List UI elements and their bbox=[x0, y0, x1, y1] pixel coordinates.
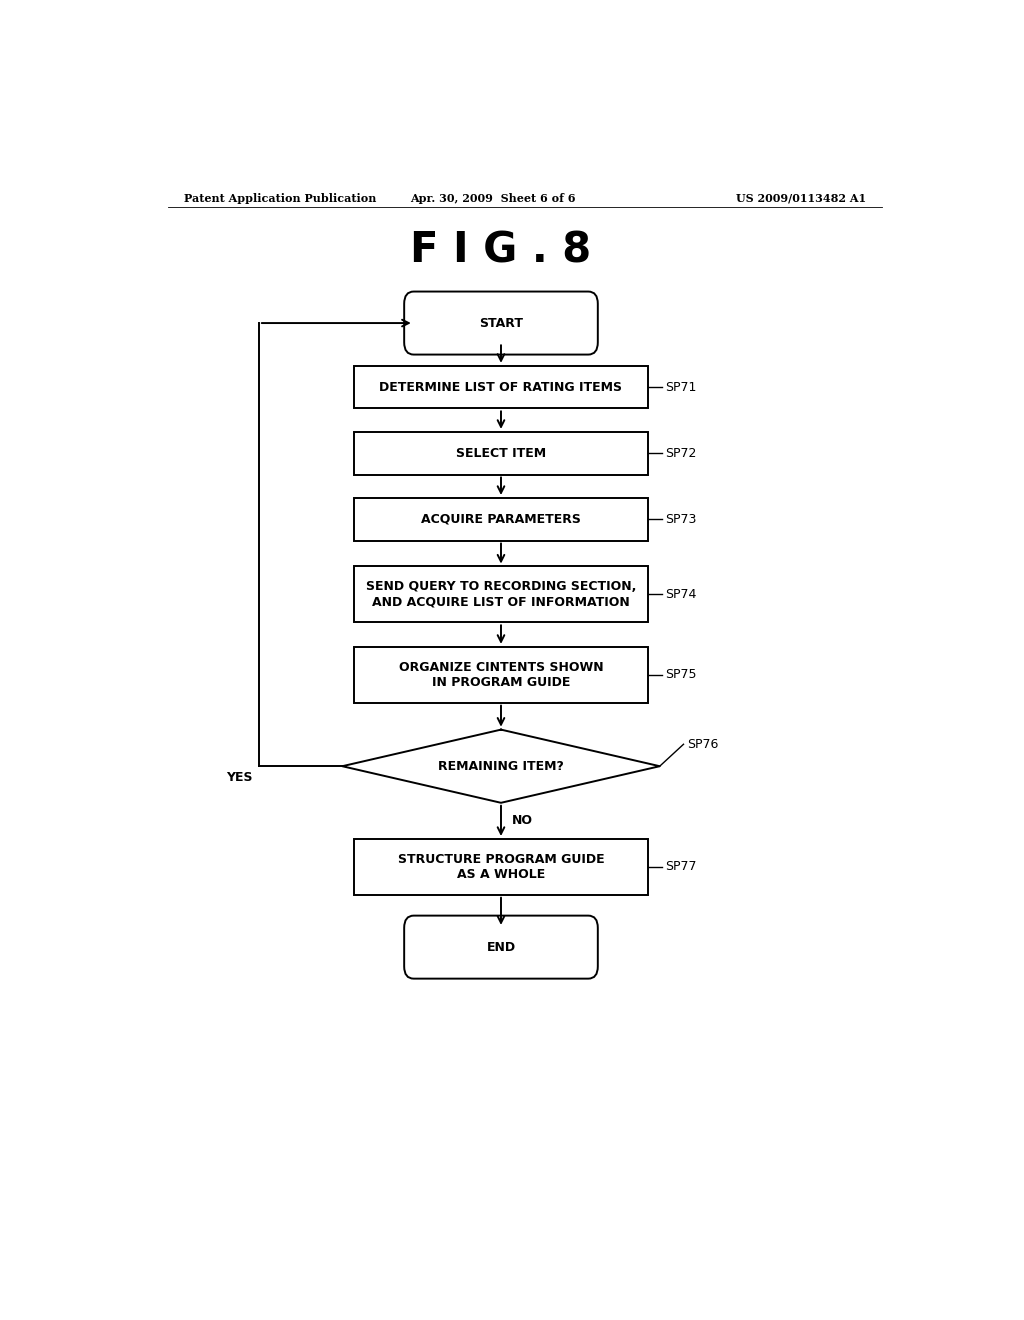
Text: SP72: SP72 bbox=[666, 446, 696, 459]
Text: SP73: SP73 bbox=[666, 512, 696, 525]
Text: NO: NO bbox=[512, 814, 534, 828]
Text: DETERMINE LIST OF RATING ITEMS: DETERMINE LIST OF RATING ITEMS bbox=[380, 380, 623, 393]
Text: SP74: SP74 bbox=[666, 587, 696, 601]
Text: US 2009/0113482 A1: US 2009/0113482 A1 bbox=[736, 193, 866, 205]
Bar bbox=[354, 566, 648, 623]
Bar bbox=[354, 647, 648, 702]
Text: SP76: SP76 bbox=[687, 738, 719, 751]
Bar bbox=[354, 840, 648, 895]
Bar bbox=[354, 366, 648, 408]
Text: SP77: SP77 bbox=[666, 861, 696, 874]
Bar bbox=[354, 498, 648, 541]
Text: START: START bbox=[479, 317, 523, 330]
Text: F I G . 8: F I G . 8 bbox=[411, 230, 592, 272]
Text: ACQUIRE PARAMETERS: ACQUIRE PARAMETERS bbox=[421, 512, 581, 525]
Text: YES: YES bbox=[226, 771, 253, 784]
Text: SP71: SP71 bbox=[666, 380, 696, 393]
FancyBboxPatch shape bbox=[404, 916, 598, 978]
Bar bbox=[354, 432, 648, 474]
Text: STRUCTURE PROGRAM GUIDE
AS A WHOLE: STRUCTURE PROGRAM GUIDE AS A WHOLE bbox=[397, 853, 604, 880]
Text: SELECT ITEM: SELECT ITEM bbox=[456, 446, 546, 459]
Text: SEND QUERY TO RECORDING SECTION,
AND ACQUIRE LIST OF INFORMATION: SEND QUERY TO RECORDING SECTION, AND ACQ… bbox=[366, 581, 636, 609]
FancyBboxPatch shape bbox=[404, 292, 598, 355]
Text: Patent Application Publication: Patent Application Publication bbox=[183, 193, 376, 205]
Text: REMAINING ITEM?: REMAINING ITEM? bbox=[438, 760, 564, 772]
Text: SP75: SP75 bbox=[666, 668, 696, 681]
Text: END: END bbox=[486, 941, 515, 953]
Polygon shape bbox=[342, 730, 659, 803]
Text: ORGANIZE CINTENTS SHOWN
IN PROGRAM GUIDE: ORGANIZE CINTENTS SHOWN IN PROGRAM GUIDE bbox=[398, 661, 603, 689]
Text: Apr. 30, 2009  Sheet 6 of 6: Apr. 30, 2009 Sheet 6 of 6 bbox=[411, 193, 575, 205]
